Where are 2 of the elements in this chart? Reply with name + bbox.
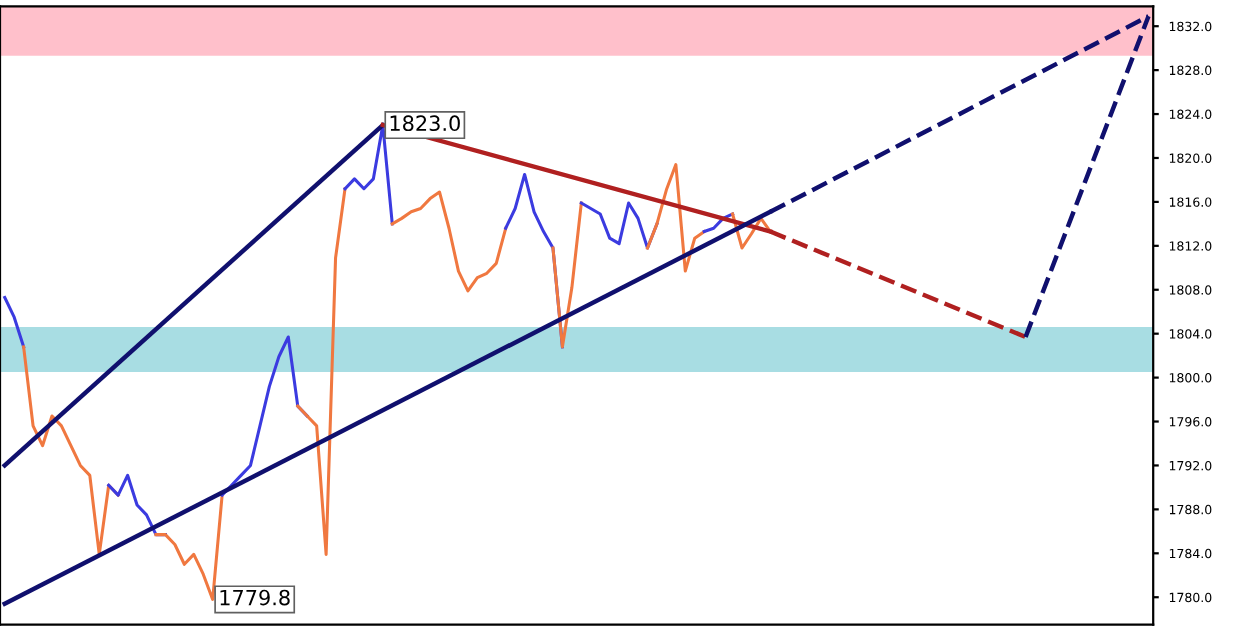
annotation: 1823.0 [390, 115, 460, 132]
annotation: 1779.8 [220, 589, 290, 606]
